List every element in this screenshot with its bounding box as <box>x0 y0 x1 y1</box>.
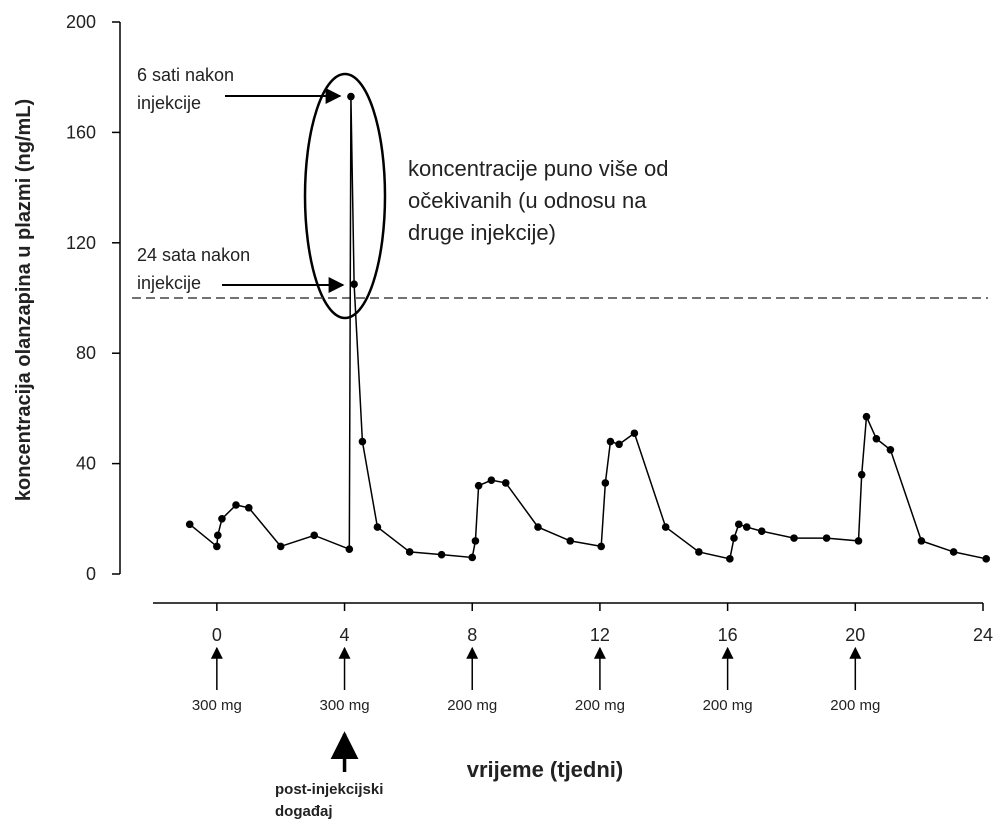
data-point <box>757 527 766 536</box>
data-point <box>232 501 240 509</box>
data-point <box>601 479 610 487</box>
data-point <box>244 503 253 512</box>
data-point <box>630 429 639 438</box>
y-tick-label: 200 <box>66 12 96 32</box>
injection-dose: 300 mg <box>320 697 370 714</box>
data-point <box>661 523 670 531</box>
data-point <box>597 542 605 551</box>
data-point <box>872 434 881 443</box>
data-point <box>310 531 319 540</box>
y-tick-label: 120 <box>66 233 96 253</box>
data-point <box>468 553 477 562</box>
data-point <box>982 555 990 563</box>
annotation-text: post-injekcijski <box>275 781 383 798</box>
data-point <box>566 537 575 545</box>
annotation-text: injekcije <box>137 273 201 293</box>
data-point <box>218 515 226 523</box>
highlight-ellipse <box>303 72 387 320</box>
data-point <box>606 437 615 446</box>
y-tick-label: 40 <box>76 454 96 474</box>
y-tick-label: 80 <box>76 343 96 363</box>
data-point <box>185 520 194 529</box>
data-point <box>854 537 863 545</box>
data-point <box>886 446 895 454</box>
data-point <box>474 481 483 490</box>
data-point <box>358 437 367 446</box>
injection-dose: 300 mg <box>192 697 242 714</box>
x-axis-label: vrijeme (tjedni) <box>467 757 623 782</box>
data-point <box>487 476 496 484</box>
data-point <box>790 534 798 542</box>
x-tick-label: 20 <box>845 625 865 645</box>
data-line <box>189 96 987 560</box>
data-point <box>949 548 958 556</box>
annotation-text: očekivanih (u odnosu na <box>408 188 647 213</box>
annotation-text: događaj <box>275 803 333 820</box>
data-point <box>695 548 703 556</box>
data-point <box>501 479 510 487</box>
x-tick-label: 16 <box>718 625 738 645</box>
annotation-text: druge injekcije) <box>408 220 556 245</box>
data-point <box>534 523 542 531</box>
data-point <box>726 555 734 563</box>
annotation-text: 6 sati nakon <box>137 65 234 85</box>
data-point <box>730 534 738 542</box>
x-tick-label: 12 <box>590 625 610 645</box>
y-tick-label: 160 <box>66 122 96 142</box>
data-point <box>437 550 446 559</box>
data-point <box>822 534 831 542</box>
data-point <box>862 412 871 421</box>
data-point <box>471 537 480 545</box>
annotation-text: 24 sata nakon <box>137 245 250 265</box>
data-point <box>734 520 743 529</box>
x-tick-label: 8 <box>467 625 477 645</box>
data-point <box>742 523 751 531</box>
data-point <box>857 470 866 479</box>
data-point <box>405 548 414 556</box>
x-tick-label: 4 <box>340 625 350 645</box>
y-axis-label: koncentracija olanzapina u plazmi (ng/mL… <box>13 99 35 501</box>
data-point <box>345 545 354 553</box>
injection-dose: 200 mg <box>447 697 497 714</box>
data-point <box>276 542 285 551</box>
data-point <box>350 280 358 289</box>
data-point <box>917 537 926 545</box>
x-tick-label: 24 <box>973 625 993 645</box>
injection-dose: 200 mg <box>703 697 753 714</box>
annotation-text: injekcije <box>137 93 201 113</box>
x-tick-label: 0 <box>212 625 222 645</box>
data-point <box>213 542 221 551</box>
injection-dose: 200 mg <box>575 697 625 714</box>
data-point <box>615 440 623 449</box>
y-tick-label: 0 <box>86 564 96 584</box>
data-point <box>347 92 355 101</box>
data-point <box>373 523 382 531</box>
injection-dose: 200 mg <box>830 697 880 714</box>
annotation-text: koncentracije puno više od <box>408 156 669 181</box>
data-point <box>214 531 222 540</box>
